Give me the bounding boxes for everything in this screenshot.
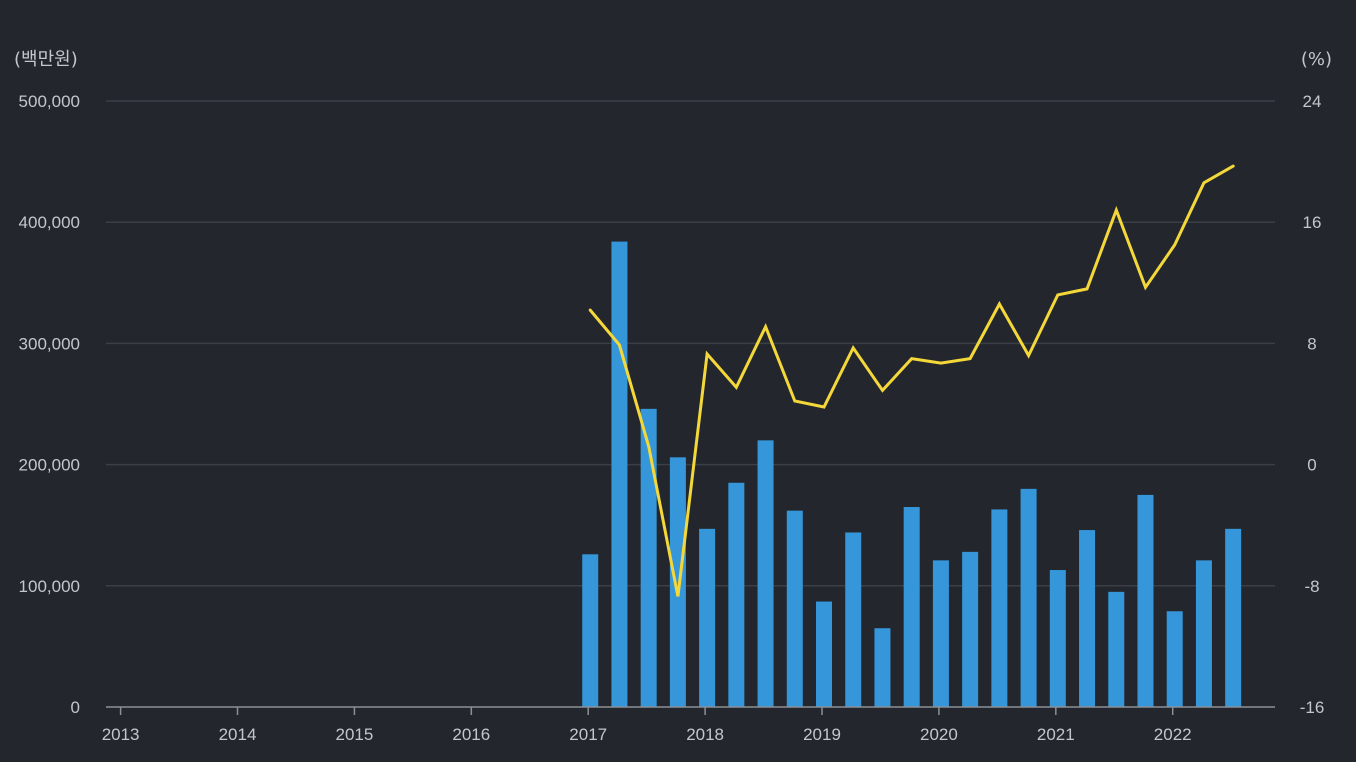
line-path (588, 164, 1235, 597)
x-tick-label: 2014 (219, 725, 257, 744)
left-tick-label: 400,000 (19, 213, 80, 232)
left-tick-label: 300,000 (19, 334, 80, 353)
x-tick-label: 2021 (1037, 725, 1075, 744)
left-tick-label: 500,000 (19, 92, 80, 111)
bar (1049, 570, 1066, 707)
right-tick-label: -8 (1304, 577, 1319, 596)
bar (1166, 611, 1183, 707)
right-tick-label: 0 (1307, 456, 1316, 475)
right-tick-label: 24 (1303, 92, 1322, 111)
left-axis-unit-label: (백만원) (14, 49, 78, 70)
left-tick-label: 0 (71, 698, 80, 717)
bar (1225, 528, 1242, 707)
bar (582, 554, 599, 707)
x-tick-label: 2022 (1154, 725, 1192, 744)
bar (728, 482, 745, 707)
left-tick-label: 100,000 (19, 577, 80, 596)
bar (932, 560, 949, 707)
bar (874, 628, 891, 707)
bar (816, 601, 833, 707)
bar (611, 241, 628, 708)
bar (962, 551, 979, 707)
bar (1079, 530, 1096, 707)
right-tick-label: 8 (1307, 334, 1316, 353)
x-tick-label: 2020 (920, 725, 958, 744)
bar (640, 408, 657, 707)
x-tick-label: 2015 (335, 725, 373, 744)
line-series (588, 164, 1235, 597)
bar (699, 528, 716, 707)
x-tick-label: 2017 (569, 725, 607, 744)
bar (991, 509, 1008, 707)
bar (1195, 560, 1212, 707)
axes (106, 706, 1275, 715)
bar (757, 440, 774, 707)
x-tick-label: 2016 (452, 725, 490, 744)
bar (669, 457, 686, 707)
bar-series (582, 241, 1242, 708)
left-tick-label: 200,000 (19, 456, 80, 475)
bar (845, 532, 862, 707)
bar (1137, 494, 1154, 707)
right-axis-unit-label: (%) (1301, 49, 1332, 70)
bar (1020, 488, 1037, 707)
bar (903, 507, 920, 707)
axis-labels: (백만원) (%) 0 100,000 200,000 300,000 400,000 5… (14, 49, 1332, 744)
right-tick-label: 16 (1303, 213, 1322, 232)
right-tick-label: -16 (1300, 698, 1325, 717)
x-tick-label: 2018 (686, 725, 724, 744)
bar (786, 510, 803, 707)
bar (1108, 591, 1125, 707)
x-tick-label: 2013 (102, 725, 140, 744)
x-tick-label: 2019 (803, 725, 841, 744)
